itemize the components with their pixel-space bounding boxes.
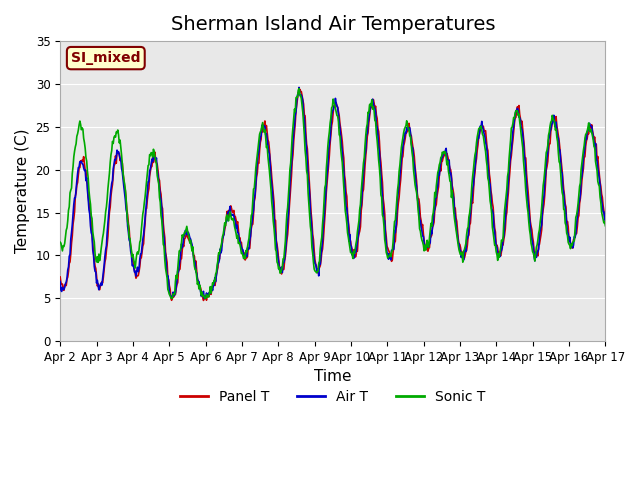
Title: Sherman Island Air Temperatures: Sherman Island Air Temperatures (170, 15, 495, 34)
Legend: Panel T, Air T, Sonic T: Panel T, Air T, Sonic T (175, 384, 491, 409)
Y-axis label: Temperature (C): Temperature (C) (15, 129, 30, 253)
X-axis label: Time: Time (314, 370, 351, 384)
Text: SI_mixed: SI_mixed (71, 51, 141, 65)
